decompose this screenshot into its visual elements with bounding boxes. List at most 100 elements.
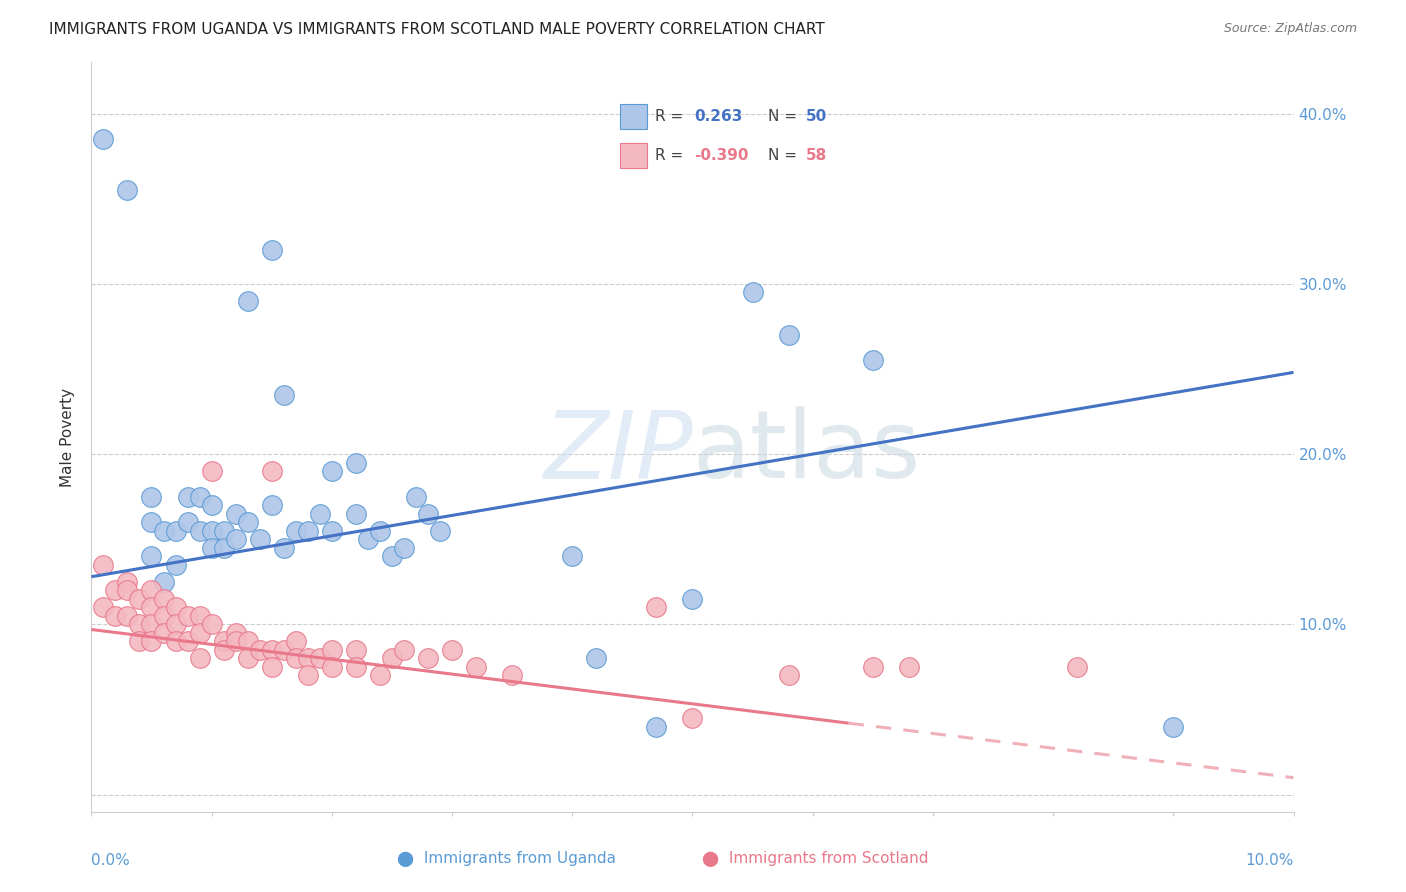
Point [501, 668, 523, 682]
Point [201, 464, 224, 478]
Point [117, 574, 139, 589]
Point [681, 591, 703, 606]
Point [344, 660, 367, 674]
Point [284, 651, 307, 665]
Point [368, 668, 391, 682]
Point [862, 353, 884, 368]
Point [862, 660, 884, 674]
Point [141, 617, 163, 632]
Point [152, 524, 174, 538]
Point [284, 634, 307, 648]
Point [260, 498, 283, 512]
Text: IMMIGRANTS FROM UGANDA VS IMMIGRANTS FROM SCOTLAND MALE POVERTY CORRELATION CHAR: IMMIGRANTS FROM UGANDA VS IMMIGRANTS FRO… [49, 22, 825, 37]
Point [778, 327, 800, 342]
Point [236, 634, 259, 648]
Y-axis label: Male Poverty: Male Poverty [60, 387, 76, 487]
Point [236, 651, 259, 665]
Point [188, 651, 211, 665]
Point [465, 660, 488, 674]
Point [585, 651, 607, 665]
Text: 0.0%: 0.0% [91, 853, 131, 868]
Point [104, 608, 127, 623]
Text: Source: ZipAtlas.com: Source: ZipAtlas.com [1223, 22, 1357, 36]
Point [416, 507, 439, 521]
Point [141, 490, 163, 504]
Point [188, 490, 211, 504]
Point [188, 524, 211, 538]
Point [321, 660, 343, 674]
Point [141, 634, 163, 648]
Point [1066, 660, 1088, 674]
Point [165, 617, 187, 632]
Point [308, 651, 330, 665]
Point [645, 720, 668, 734]
Point [260, 643, 283, 657]
Point [344, 456, 367, 470]
Point [201, 524, 224, 538]
Point [381, 651, 404, 665]
Point [212, 541, 235, 555]
Point [249, 533, 271, 547]
Point [778, 668, 800, 682]
Point [429, 524, 451, 538]
Point [152, 608, 174, 623]
Point [152, 591, 174, 606]
Point [117, 583, 139, 598]
Text: ZIP: ZIP [543, 407, 692, 498]
Text: -0.390: -0.390 [695, 148, 748, 163]
Text: N =: N = [768, 148, 801, 163]
Point [141, 600, 163, 615]
Point [284, 524, 307, 538]
Point [260, 243, 283, 257]
Point [201, 498, 224, 512]
Point [273, 541, 295, 555]
Point [260, 464, 283, 478]
Point [321, 464, 343, 478]
Point [165, 634, 187, 648]
Point [236, 515, 259, 529]
Point [212, 643, 235, 657]
Text: 58: 58 [806, 148, 828, 163]
Point [381, 549, 404, 564]
Point [249, 643, 271, 657]
Text: R =: R = [655, 109, 689, 124]
Point [260, 660, 283, 674]
Point [440, 643, 463, 657]
Point [405, 490, 427, 504]
Point [561, 549, 583, 564]
Point [357, 533, 380, 547]
Point [741, 285, 763, 300]
Point [321, 643, 343, 657]
Point [392, 643, 415, 657]
Text: 10.0%: 10.0% [1246, 853, 1294, 868]
Point [117, 183, 139, 197]
Bar [620, 143, 647, 169]
Text: 50: 50 [806, 109, 828, 124]
Point [645, 600, 668, 615]
Point [176, 490, 198, 504]
Point [392, 541, 415, 555]
Point [152, 574, 174, 589]
Point [297, 651, 319, 665]
Text: ⬤  Immigrants from Scotland: ⬤ Immigrants from Scotland [702, 851, 929, 867]
Point [165, 600, 187, 615]
Point [897, 660, 920, 674]
Point [344, 643, 367, 657]
Point [141, 549, 163, 564]
Point [321, 524, 343, 538]
Point [176, 634, 198, 648]
Point [188, 626, 211, 640]
Point [201, 617, 224, 632]
Point [93, 132, 115, 146]
Point [104, 583, 127, 598]
Point [176, 515, 198, 529]
Point [212, 634, 235, 648]
Point [152, 626, 174, 640]
Point [681, 711, 703, 725]
Point [117, 608, 139, 623]
Text: 0.263: 0.263 [695, 109, 742, 124]
Point [212, 524, 235, 538]
Point [165, 558, 187, 572]
Point [225, 634, 247, 648]
Bar [620, 103, 647, 129]
